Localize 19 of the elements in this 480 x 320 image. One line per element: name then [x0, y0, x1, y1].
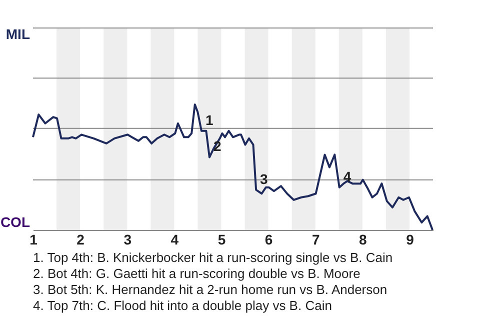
text: COL [0, 214, 30, 230]
annotation: 4 [343, 168, 352, 184]
x-tick-label: 1 [30, 232, 38, 248]
text: 3. Bot 5th: K. Hernandez hit a 2-run home run vs B. Anderson [33, 282, 388, 298]
x-tick-label: 4 [170, 232, 179, 248]
x-tick-label: 3 [124, 232, 132, 248]
x-tick-label: 6 [264, 232, 273, 248]
x-tick-label: 7 [312, 232, 320, 248]
x-tick-label: 2 [76, 232, 85, 248]
x-tick-label: 5 [218, 232, 226, 248]
text: MIL [6, 26, 30, 42]
annotation: 2 [213, 138, 222, 154]
x-tick-label: 8 [359, 232, 368, 248]
text: 2. Bot 4th: G. Gaetti hit a run-scoring double vs B. Moore [33, 266, 362, 282]
x-tick-label: 9 [406, 232, 414, 248]
annotation: 3 [260, 170, 268, 187]
annotation: 1 [205, 112, 214, 128]
text: 4. Top 7th: C. Flood hit into a double play vs B. Cain [33, 298, 333, 314]
text: 1. Top 4th: B. Knickerbocker hit a run-scoring single vs B. Cain [33, 250, 393, 266]
